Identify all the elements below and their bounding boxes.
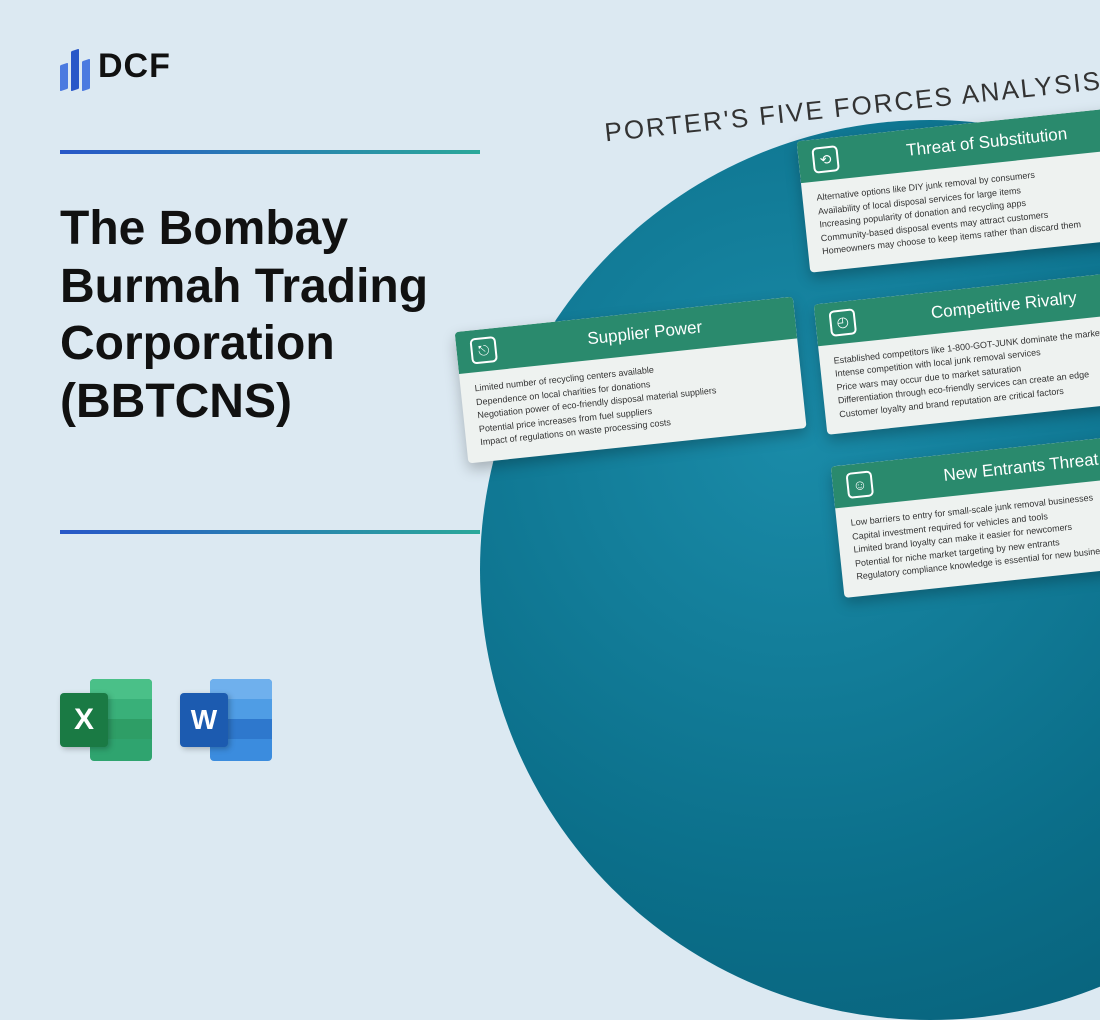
word-letter: W [191,704,217,736]
clock-icon: ◴ [828,308,857,337]
card-substitution: ⟲ Threat of Substitution Alternative opt… [797,106,1100,272]
five-forces-panel: PORTER'S FIVE FORCES ANALYSIS ⟲ Threat o… [553,60,1100,167]
excel-letter: X [74,703,94,737]
person-icon: ☺ [846,470,875,499]
page-title: The Bombay Burmah Trading Corporation (B… [60,200,500,430]
logo-text: DCF [98,47,171,86]
divider-top [60,150,480,154]
logo-bars-icon [60,42,90,90]
excel-icon: X [60,675,152,767]
word-icon: W [180,675,272,767]
file-icons-row: X W [60,675,272,767]
link-icon: ⎋ [469,336,498,365]
card-rivalry: ◴ Competitive Rivalry Established compet… [814,268,1100,434]
swap-icon: ⟲ [811,145,840,174]
card-entrants: ☺ New Entrants Threat Low barriers to en… [831,431,1100,597]
card-supplier: ⎋ Supplier Power Limited number of recyc… [455,297,807,463]
logo: DCF [60,42,171,90]
divider-bottom [60,530,480,534]
